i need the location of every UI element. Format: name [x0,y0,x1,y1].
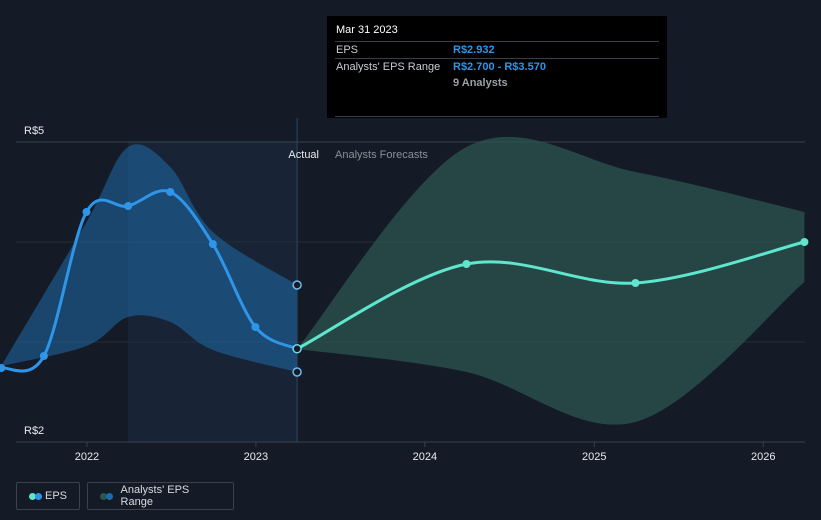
eps-range-endpoint[interactable] [292,367,302,377]
y-tick-bottom: R$2 [24,425,44,437]
eps-current-point[interactable] [292,344,302,354]
eps-forecast-line [296,240,805,351]
tooltip-range-value: R$2.700 - R$3.570 [453,61,546,73]
tooltip-eps-label: EPS [336,44,359,56]
legend-range-label: Analysts' EPS Range [120,484,190,508]
actual-eps-range-band [1,144,298,372]
tooltip-range-label: Analysts' EPS Range [336,61,441,73]
eps-range-endpoint[interactable] [292,280,302,290]
x-tick-label: 2026 [751,451,775,463]
tooltip-row-range: Analysts' EPS Range R$2.700 - R$3.570 [335,58,659,75]
eps-point[interactable] [39,352,48,360]
y-tick-top: R$5 [24,125,44,137]
eps-forecast-point[interactable] [462,260,471,268]
x-tick-label: 2022 [75,451,99,463]
tooltip-analysts-value: 9 Analysts [453,77,508,89]
eps-point[interactable] [251,323,260,331]
eps-range-legend-icon [100,492,113,500]
eps-actual-line [0,189,298,373]
data-points [0,188,809,377]
tooltip-row-eps: EPS R$2.932 [335,41,659,58]
forecast-label: Analysts Forecasts [335,149,428,161]
x-tick-label: 2025 [582,451,606,463]
tooltip-row-analysts: 9 Analysts [335,75,659,91]
eps-point[interactable] [0,364,6,372]
x-axis-ticks: 2022 2023 2024 2025 2026 [75,442,775,463]
legend-eps-range[interactable]: Analysts' EPS Range [87,482,234,510]
legend-eps[interactable]: EPS [16,482,80,510]
eps-legend-icon [29,492,42,500]
eps-point[interactable] [166,188,175,196]
tooltip-date: Mar 31 2023 [336,24,398,36]
tooltip-analysts-label [335,75,453,91]
tooltip-eps-value: R$2.932 [453,44,495,56]
legend-eps-label: EPS [44,490,67,502]
eps-forecast-point[interactable] [631,279,640,287]
x-tick-label: 2023 [244,451,268,463]
tooltip-divider [335,116,659,117]
eps-point[interactable] [208,240,217,248]
eps-point[interactable] [82,208,91,216]
eps-point[interactable] [124,202,133,210]
actual-label: Actual [288,149,319,161]
forecast-eps-range-band [297,136,805,425]
eps-forecast-point[interactable] [800,238,809,246]
x-tick-label: 2024 [413,451,437,463]
tooltip: Mar 31 2023 EPS R$2.932 Analysts' EPS Ra… [327,16,667,118]
